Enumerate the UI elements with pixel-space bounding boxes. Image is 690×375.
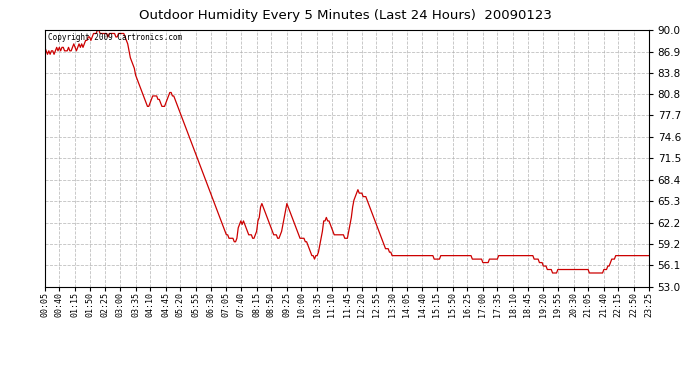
Text: Outdoor Humidity Every 5 Minutes (Last 24 Hours)  20090123: Outdoor Humidity Every 5 Minutes (Last 2… xyxy=(139,9,551,22)
Text: Copyright 2009 Cartronics.com: Copyright 2009 Cartronics.com xyxy=(48,33,182,42)
